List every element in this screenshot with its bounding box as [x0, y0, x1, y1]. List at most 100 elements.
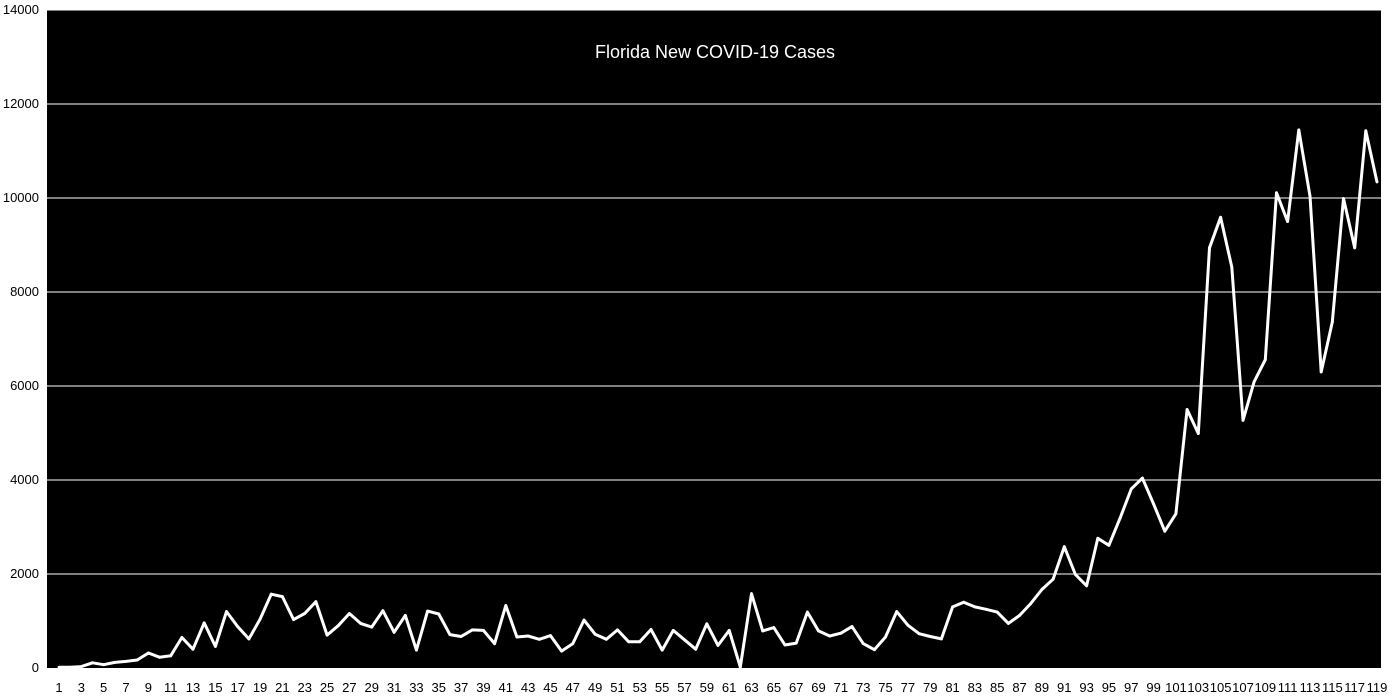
- x-tick-label: 11: [164, 680, 178, 695]
- x-tick-label: 5: [100, 680, 107, 695]
- data-point: [772, 626, 776, 629]
- y-tick-label: 10000: [3, 190, 39, 205]
- data-point: [269, 592, 273, 596]
- x-tick-label: 31: [387, 680, 401, 695]
- x-tick-label: 117: [1344, 680, 1365, 695]
- data-point: [91, 661, 94, 665]
- data-point: [984, 607, 988, 611]
- x-axis-ticks: 1 3 5 7 9 11 13 15 17 19 21 23 25 27 29 31 33 35 37 39 41 43 4…: [55, 680, 1387, 695]
- data-point: [180, 636, 184, 639]
- data-point: [582, 618, 586, 622]
- data-point: [638, 640, 642, 644]
- data-point: [292, 618, 295, 621]
- x-tick-label: 19: [253, 680, 267, 695]
- x-tick-label: 83: [968, 680, 982, 695]
- data-point: [314, 600, 318, 604]
- data-point: [336, 624, 340, 628]
- x-tick-label: 35: [432, 680, 446, 695]
- data-point: [884, 635, 887, 639]
- data-point: [817, 629, 820, 633]
- data-point: [437, 612, 441, 616]
- data-point: [571, 642, 575, 645]
- data-point: [1252, 380, 1256, 384]
- x-tick-label: 65: [767, 680, 781, 695]
- x-tick-label: 45: [543, 680, 557, 695]
- data-point: [560, 649, 563, 653]
- x-tick-label: 55: [655, 680, 669, 695]
- y-tick-label: 12000: [3, 96, 39, 111]
- data-point: [515, 635, 519, 639]
- data-point: [1141, 476, 1144, 480]
- x-tick-label: 79: [923, 680, 937, 695]
- x-tick-label: 101: [1165, 680, 1187, 695]
- data-point: [1308, 194, 1312, 198]
- data-point: [1074, 573, 1077, 576]
- data-point: [1342, 197, 1345, 200]
- x-tick-label: 33: [409, 680, 423, 695]
- x-tick-label: 1: [55, 680, 62, 695]
- x-tick-label: 119: [1367, 680, 1388, 695]
- data-point: [202, 621, 206, 625]
- x-tick-label: 93: [1079, 680, 1093, 695]
- gridlines: [47, 9, 1381, 575]
- data-point: [102, 663, 106, 667]
- data-point: [951, 605, 954, 609]
- x-tick-label: 25: [320, 680, 334, 695]
- x-tick-label: 77: [901, 680, 915, 695]
- data-point: [225, 610, 228, 613]
- data-point: [1040, 588, 1044, 591]
- x-tick-label: 51: [610, 680, 624, 695]
- x-tick-label: 73: [856, 680, 870, 695]
- data-point: [694, 647, 698, 651]
- x-tick-label: 27: [342, 680, 356, 695]
- data-point: [158, 655, 161, 659]
- y-axis-ticks: 0 2000 4000 6000 8000 10000 12000 14000: [3, 2, 39, 675]
- data-point: [1163, 529, 1167, 533]
- y-tick-label: 6000: [10, 378, 39, 393]
- data-point: [426, 609, 429, 613]
- data-point: [806, 610, 809, 614]
- data-point: [973, 605, 977, 609]
- x-tick-label: 87: [1012, 680, 1026, 695]
- data-point: [403, 614, 407, 617]
- data-point: [504, 604, 508, 607]
- data-point: [1174, 512, 1178, 516]
- x-tick-label: 59: [700, 680, 714, 695]
- data-point: [671, 629, 675, 632]
- data-point: [482, 629, 485, 632]
- x-tick-label: 91: [1057, 680, 1071, 695]
- data-point: [940, 637, 943, 641]
- data-point: [1152, 502, 1155, 506]
- data-point: [1118, 516, 1122, 520]
- data-point: [359, 622, 362, 625]
- x-tick-label: 85: [990, 680, 1004, 695]
- data-point: [1129, 487, 1133, 491]
- x-tick-label: 29: [365, 680, 379, 695]
- data-point: [303, 612, 307, 615]
- x-tick-label: 17: [230, 680, 244, 695]
- data-point: [124, 660, 128, 663]
- x-tick-label: 41: [499, 680, 513, 695]
- data-point: [928, 635, 932, 638]
- data-point: [1219, 215, 1222, 219]
- data-point: [247, 637, 251, 641]
- x-tick-label: 115: [1322, 680, 1343, 695]
- data-point: [348, 612, 351, 615]
- x-tick-label: 53: [633, 680, 647, 695]
- data-point: [236, 625, 240, 628]
- x-tick-label: 71: [834, 680, 848, 695]
- x-tick-label: 81: [945, 680, 959, 695]
- x-tick-label: 47: [566, 680, 580, 695]
- y-tick-label: 2000: [10, 566, 39, 581]
- x-tick-label: 89: [1035, 680, 1049, 695]
- data-point: [660, 648, 664, 652]
- data-point: [727, 629, 731, 632]
- data-point: [191, 647, 195, 651]
- x-tick-label: 63: [744, 680, 758, 695]
- data-point: [1051, 577, 1055, 581]
- x-tick-label: 39: [476, 680, 490, 695]
- x-tick-label: 57: [677, 680, 691, 695]
- y-tick-label: 14000: [3, 2, 39, 17]
- data-point: [861, 642, 865, 645]
